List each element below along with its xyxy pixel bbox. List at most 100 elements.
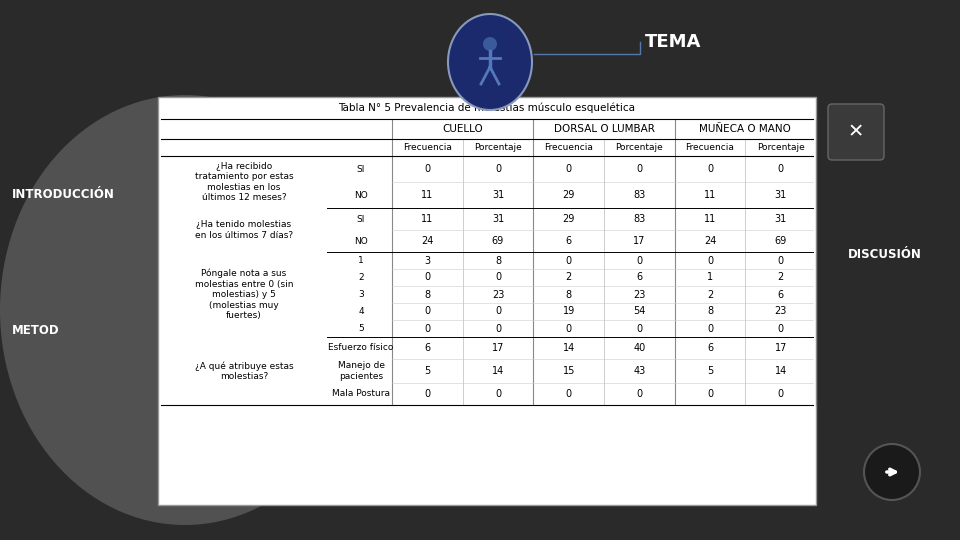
Text: SI: SI xyxy=(357,214,365,224)
Text: Póngale nota a sus
molestias entre 0 (sin
molestias) y 5
(molestias muy
fuertes): Póngale nota a sus molestias entre 0 (si… xyxy=(195,269,293,320)
Text: Porcentaje: Porcentaje xyxy=(474,143,522,152)
Text: 0: 0 xyxy=(424,307,430,316)
Text: 24: 24 xyxy=(421,236,434,246)
Text: Manejo de
pacientes: Manejo de pacientes xyxy=(338,361,385,381)
Text: 14: 14 xyxy=(563,343,575,353)
Text: Porcentaje: Porcentaje xyxy=(756,143,804,152)
Text: 8: 8 xyxy=(424,289,430,300)
Text: Esfuerzo físico: Esfuerzo físico xyxy=(328,343,394,353)
Circle shape xyxy=(864,444,920,500)
Text: 11: 11 xyxy=(704,214,716,224)
Text: ¿Ha tenido molestias
en los últimos 7 días?: ¿Ha tenido molestias en los últimos 7 dí… xyxy=(195,220,293,240)
Text: 3: 3 xyxy=(358,290,364,299)
Text: 4: 4 xyxy=(358,307,364,316)
Text: 0: 0 xyxy=(778,255,783,266)
Text: CUELLO: CUELLO xyxy=(443,124,483,134)
Text: 11: 11 xyxy=(421,190,434,200)
Text: 8: 8 xyxy=(495,255,501,266)
Text: 29: 29 xyxy=(563,190,575,200)
Text: 0: 0 xyxy=(495,389,501,399)
Text: 69: 69 xyxy=(775,236,787,246)
Text: 11: 11 xyxy=(421,214,434,224)
Text: ¿A qué atribuye estas
molestias?: ¿A qué atribuye estas molestias? xyxy=(195,361,294,381)
Text: 0: 0 xyxy=(565,389,572,399)
Text: 0: 0 xyxy=(778,323,783,334)
Text: 17: 17 xyxy=(775,343,787,353)
Text: 19: 19 xyxy=(563,307,575,316)
Text: 17: 17 xyxy=(634,236,645,246)
Text: 14: 14 xyxy=(775,366,787,376)
Text: 0: 0 xyxy=(636,164,642,174)
Text: Frecuencia: Frecuencia xyxy=(685,143,734,152)
Text: SI: SI xyxy=(357,165,365,173)
Text: 0: 0 xyxy=(636,389,642,399)
Text: 0: 0 xyxy=(495,307,501,316)
Text: 54: 54 xyxy=(634,307,645,316)
Text: 0: 0 xyxy=(424,389,430,399)
Text: 23: 23 xyxy=(775,307,787,316)
Text: 5: 5 xyxy=(707,366,713,376)
Text: 24: 24 xyxy=(704,236,716,246)
Text: 6: 6 xyxy=(778,289,783,300)
Text: 11: 11 xyxy=(704,190,716,200)
Text: 8: 8 xyxy=(565,289,572,300)
Text: 1: 1 xyxy=(358,256,364,265)
Text: Porcentaje: Porcentaje xyxy=(615,143,663,152)
Text: 40: 40 xyxy=(634,343,645,353)
Text: 31: 31 xyxy=(492,190,504,200)
Text: 5: 5 xyxy=(358,324,364,333)
Text: TEMA: TEMA xyxy=(645,33,702,51)
Text: 0: 0 xyxy=(424,164,430,174)
Text: 31: 31 xyxy=(775,190,787,200)
Text: 8: 8 xyxy=(707,307,713,316)
Text: 0: 0 xyxy=(495,164,501,174)
Text: Mala Postura: Mala Postura xyxy=(332,389,390,399)
Text: MUÑECA O MANO: MUÑECA O MANO xyxy=(700,124,791,134)
Text: 14: 14 xyxy=(492,366,504,376)
Text: 6: 6 xyxy=(636,273,642,282)
Text: 2: 2 xyxy=(707,289,713,300)
Text: METOD: METOD xyxy=(12,323,60,336)
Circle shape xyxy=(483,37,497,51)
Text: 2: 2 xyxy=(358,273,364,282)
Text: 6: 6 xyxy=(565,236,572,246)
Text: 0: 0 xyxy=(424,273,430,282)
Text: INTRODUCCIÓN: INTRODUCCIÓN xyxy=(12,188,115,201)
Text: Tabla N° 5 Prevalencia de molestias músculo esquelética: Tabla N° 5 Prevalencia de molestias músc… xyxy=(339,103,636,113)
Text: 0: 0 xyxy=(707,323,713,334)
Text: 83: 83 xyxy=(634,214,645,224)
Text: 0: 0 xyxy=(636,255,642,266)
Text: DORSAL O LUMBAR: DORSAL O LUMBAR xyxy=(554,124,655,134)
Text: 6: 6 xyxy=(424,343,430,353)
Text: 0: 0 xyxy=(565,255,572,266)
Text: ¿Ha recibido
tratamiento por estas
molestias en los
últimos 12 meses?: ¿Ha recibido tratamiento por estas moles… xyxy=(195,162,294,202)
Text: ✕: ✕ xyxy=(848,123,864,141)
FancyBboxPatch shape xyxy=(158,97,816,505)
Text: 0: 0 xyxy=(636,323,642,334)
Text: 2: 2 xyxy=(778,273,783,282)
Text: 69: 69 xyxy=(492,236,504,246)
Text: Frecuencia: Frecuencia xyxy=(403,143,452,152)
Text: NO: NO xyxy=(354,191,368,199)
Text: 0: 0 xyxy=(565,164,572,174)
FancyBboxPatch shape xyxy=(828,104,884,160)
Ellipse shape xyxy=(448,14,532,110)
Text: 31: 31 xyxy=(775,214,787,224)
Text: 31: 31 xyxy=(492,214,504,224)
Text: 1: 1 xyxy=(707,273,713,282)
Text: 0: 0 xyxy=(778,164,783,174)
Text: 23: 23 xyxy=(634,289,645,300)
Text: 3: 3 xyxy=(424,255,430,266)
Text: 0: 0 xyxy=(707,164,713,174)
Text: 2: 2 xyxy=(565,273,572,282)
Text: 5: 5 xyxy=(424,366,430,376)
Text: 0: 0 xyxy=(565,323,572,334)
Text: Frecuencia: Frecuencia xyxy=(544,143,593,152)
Text: 83: 83 xyxy=(634,190,645,200)
Text: 15: 15 xyxy=(563,366,575,376)
Text: 0: 0 xyxy=(707,255,713,266)
Text: 0: 0 xyxy=(424,323,430,334)
Text: 0: 0 xyxy=(707,389,713,399)
Text: 6: 6 xyxy=(707,343,713,353)
Text: 23: 23 xyxy=(492,289,504,300)
